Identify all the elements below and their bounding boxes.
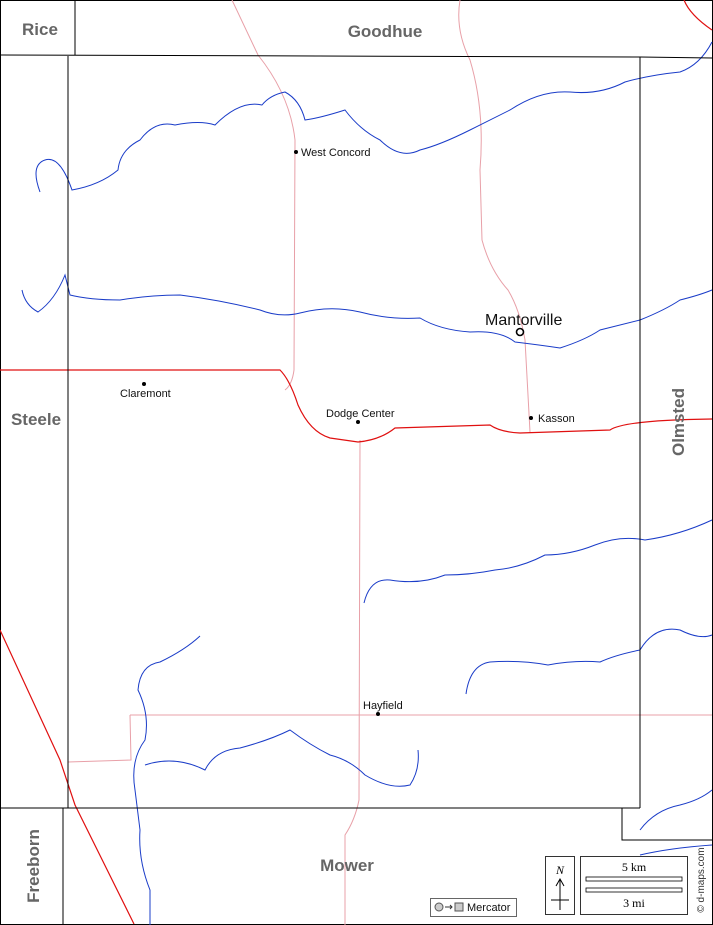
town-marker — [529, 416, 533, 420]
county-label: Steele — [11, 410, 61, 429]
rivers — [21, 41, 713, 925]
county-label: Olmsted — [669, 388, 688, 456]
town-label: West Concord — [301, 147, 371, 159]
county-label: Mower — [320, 856, 374, 875]
town-label: Dodge Center — [326, 408, 395, 420]
county-label: Freeborn — [24, 829, 43, 903]
projection-icon — [454, 902, 464, 912]
town-label: Hayfield — [363, 700, 403, 712]
north-arrow — [551, 877, 569, 910]
seat-marker — [515, 327, 525, 337]
town-marker — [356, 420, 360, 424]
scale-bar — [585, 876, 683, 882]
projection-label: Mercator — [467, 902, 511, 914]
county-label: Goodhue — [348, 22, 423, 41]
town-marker — [142, 382, 146, 386]
town-marker — [376, 712, 380, 716]
town-marker — [294, 150, 298, 154]
credit: © d-maps.com — [696, 847, 707, 912]
scale-km-label: 5 km — [622, 860, 647, 874]
county-label: Rice — [22, 20, 58, 39]
north-label: N — [555, 863, 565, 877]
scale-box — [580, 856, 688, 915]
projection-box — [430, 898, 517, 917]
legend: N 5 km 3 mi Mercator © d-maps.com — [430, 847, 707, 917]
projection-icon — [434, 902, 444, 912]
town-label: Kasson — [538, 413, 575, 425]
scale-bar — [585, 887, 683, 893]
scale-mi-label: 3 mi — [623, 896, 645, 910]
town-label: Claremont — [120, 388, 171, 400]
projection-icon — [445, 904, 453, 910]
seat-label: Mantorville — [485, 312, 562, 329]
